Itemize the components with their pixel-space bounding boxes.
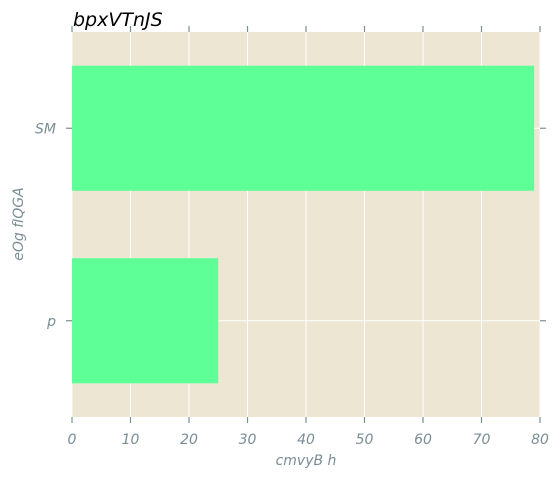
x-tick-label: 50	[356, 432, 374, 448]
x-tick-label: 30	[239, 432, 257, 448]
x-tick-label: 20	[180, 432, 198, 448]
x-tick-label: 10	[122, 432, 140, 448]
bar-sm	[72, 65, 535, 191]
x-tick-label: 0	[68, 432, 77, 448]
axis-ticks	[66, 26, 546, 423]
y-axis-label: eOg fIQGA	[11, 187, 27, 260]
bar-p	[72, 258, 219, 384]
y-tick-label: SM	[35, 121, 56, 137]
bars-group	[72, 65, 535, 384]
y-tick-labels: SM p	[35, 121, 56, 330]
y-tick-label: p	[46, 314, 56, 330]
x-tick-label: 70	[473, 432, 491, 448]
x-axis-label: cmvyB h	[276, 453, 337, 469]
x-tick-label: 60	[414, 432, 432, 448]
x-tick-label: 40	[297, 432, 315, 448]
x-tick-labels: 0 10 20 30 40 50 60 70 80	[68, 432, 549, 448]
chart-title: bpxVTnJS	[73, 9, 163, 31]
x-tick-label: 80	[531, 432, 549, 448]
